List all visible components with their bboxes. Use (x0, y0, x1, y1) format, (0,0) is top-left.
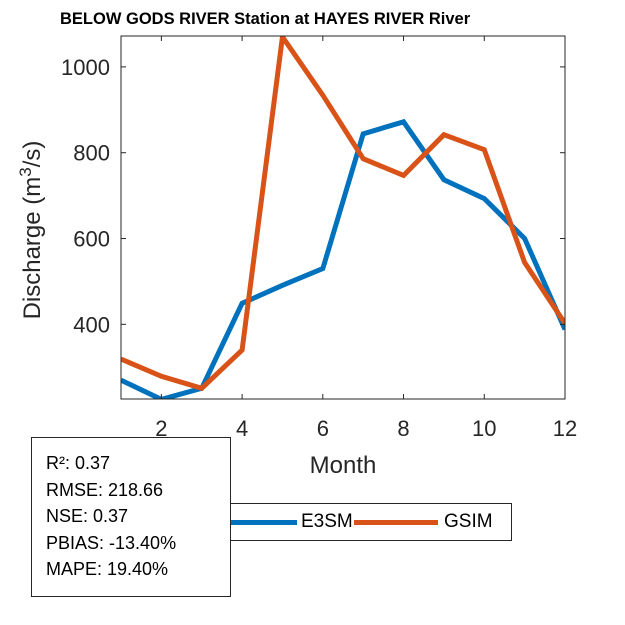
y-tick-label: 400 (73, 312, 110, 337)
series-line-gsim (121, 36, 565, 392)
y-axis-label: Discharge (m3/s) (16, 141, 46, 320)
x-tick-label: 12 (553, 416, 577, 441)
series-line-e3sm (121, 118, 565, 399)
x-tick-label: 8 (397, 416, 409, 441)
legend-swatch-e3sm (223, 520, 297, 525)
axes-frame (120, 35, 566, 400)
y-tick-label: 600 (73, 227, 110, 252)
x-tick-label: 2 (155, 416, 167, 441)
ticks-layer: 2 4 6 8 10 12 400 600 800 1000 (61, 36, 577, 441)
chart-title: BELOW GODS RIVER Station at HAYES RIVER … (60, 10, 471, 28)
x-tick-label: 10 (472, 416, 496, 441)
legend-label-e3sm: E3SM (301, 511, 353, 532)
stats-box: R²: 0.37 RMSE: 218.66 NSE: 0.37 PBIAS: -… (31, 437, 231, 597)
stat-mape: MAPE: 19.40% (46, 559, 169, 579)
legend-label-gsim: GSIM (444, 511, 493, 532)
stat-nse: NSE: 0.37 (46, 506, 129, 526)
x-tick-label: 6 (317, 416, 329, 441)
y-axis-label-main: Discharge (m (19, 177, 46, 320)
x-tick-label: 4 (236, 416, 248, 441)
stat-pbias: PBIAS: -13.40% (46, 532, 177, 553)
stat-r2: R²: 0.37 (46, 453, 111, 473)
y-axis-label-sup: 3 (16, 167, 35, 176)
legend-swatch-gsim (354, 520, 438, 525)
x-axis-label: Month (310, 452, 377, 479)
y-axis-label-end: /s) (19, 141, 46, 168)
plot-area (121, 36, 565, 399)
y-tick-label: 1000 (61, 55, 110, 80)
stat-rmse: RMSE: 218.66 (46, 479, 164, 500)
series-layer (121, 36, 565, 399)
y-tick-label: 800 (73, 141, 110, 166)
